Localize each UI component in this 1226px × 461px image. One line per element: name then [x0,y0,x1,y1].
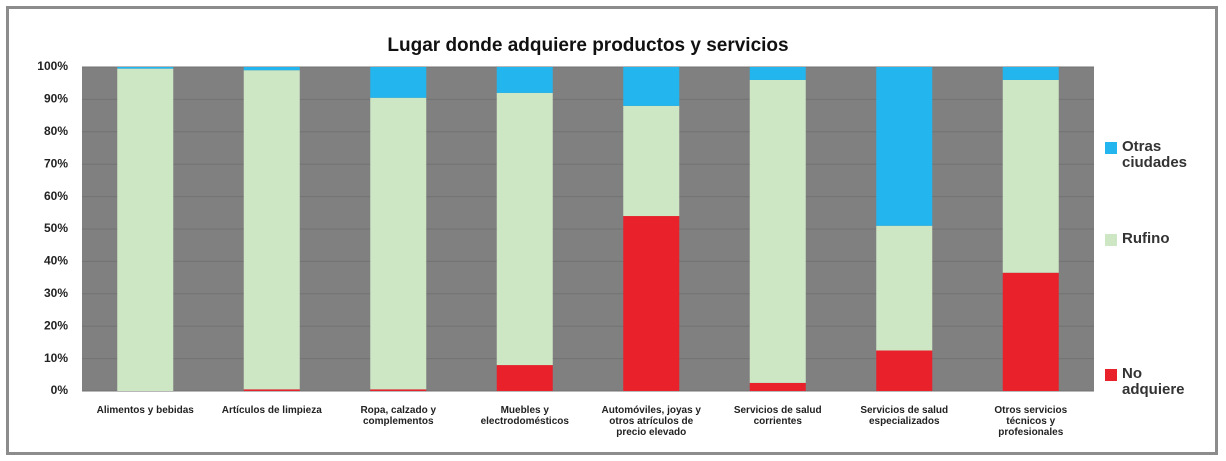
bar-segment [117,68,174,392]
legend-swatch [1105,369,1117,381]
bar-segment [749,67,806,80]
y-tick-label: 70% [44,156,68,170]
bar-segment [1002,67,1059,80]
bar-segment [370,67,427,98]
bar-segment [623,67,680,106]
y-tick-label: 30% [44,286,68,300]
y-tick-label: 100% [37,59,68,73]
x-tick-label: Ropa, calzado y complementos [360,405,437,427]
x-tick-label: Otros servicios técnicos y profesionales [994,405,1068,438]
y-tick-label: 10% [44,351,68,365]
bar-segment [243,389,300,391]
y-tick-label: 40% [44,254,68,268]
y-tick-label: 80% [44,124,68,138]
y-tick-label: 50% [44,221,68,235]
bar-segment [370,97,427,390]
bar-segment [117,67,174,69]
chart-title: Lugar donde adquiere productos y servici… [387,35,788,56]
x-tick-label: Servicios de salud especializados [860,405,949,427]
legend-label: Otras ciudades [1122,138,1188,171]
x-tick-label: Artículos de limpieza [221,405,322,416]
x-tick-label: Muebles y electrodomésticos [480,405,569,427]
x-tick-label: Servicios de salud corrientes [733,405,822,427]
y-tick-label: 60% [44,189,68,203]
legend-label: Rufino [1122,230,1170,247]
bar-segment [1002,79,1059,273]
bar-segment [496,67,553,93]
bar-segment [876,350,933,391]
legend-swatch [1105,142,1117,154]
y-tick-label: 0% [51,383,69,397]
y-tick-label: 90% [44,92,68,106]
x-tick-label: Alimentos y bebidas [96,405,194,416]
x-tick-label: Automóviles, joyas y otros atrículos de … [601,405,701,438]
bar-segment [496,92,553,366]
bar-segment [243,67,300,71]
frame [6,6,1218,455]
bar-segment [623,216,680,391]
bar-segment [876,67,933,226]
bar-segment [496,365,553,391]
bar-segment [876,225,933,351]
y-tick-label: 20% [44,318,68,332]
legend-swatch [1105,234,1117,246]
bar-segment [370,389,427,391]
bar-segment [243,70,300,390]
bar-segment [749,382,806,391]
legend-label: No adquiere [1122,365,1185,398]
bar-segment [1002,272,1059,391]
bar-segment [749,79,806,383]
bar-segment [623,105,680,217]
